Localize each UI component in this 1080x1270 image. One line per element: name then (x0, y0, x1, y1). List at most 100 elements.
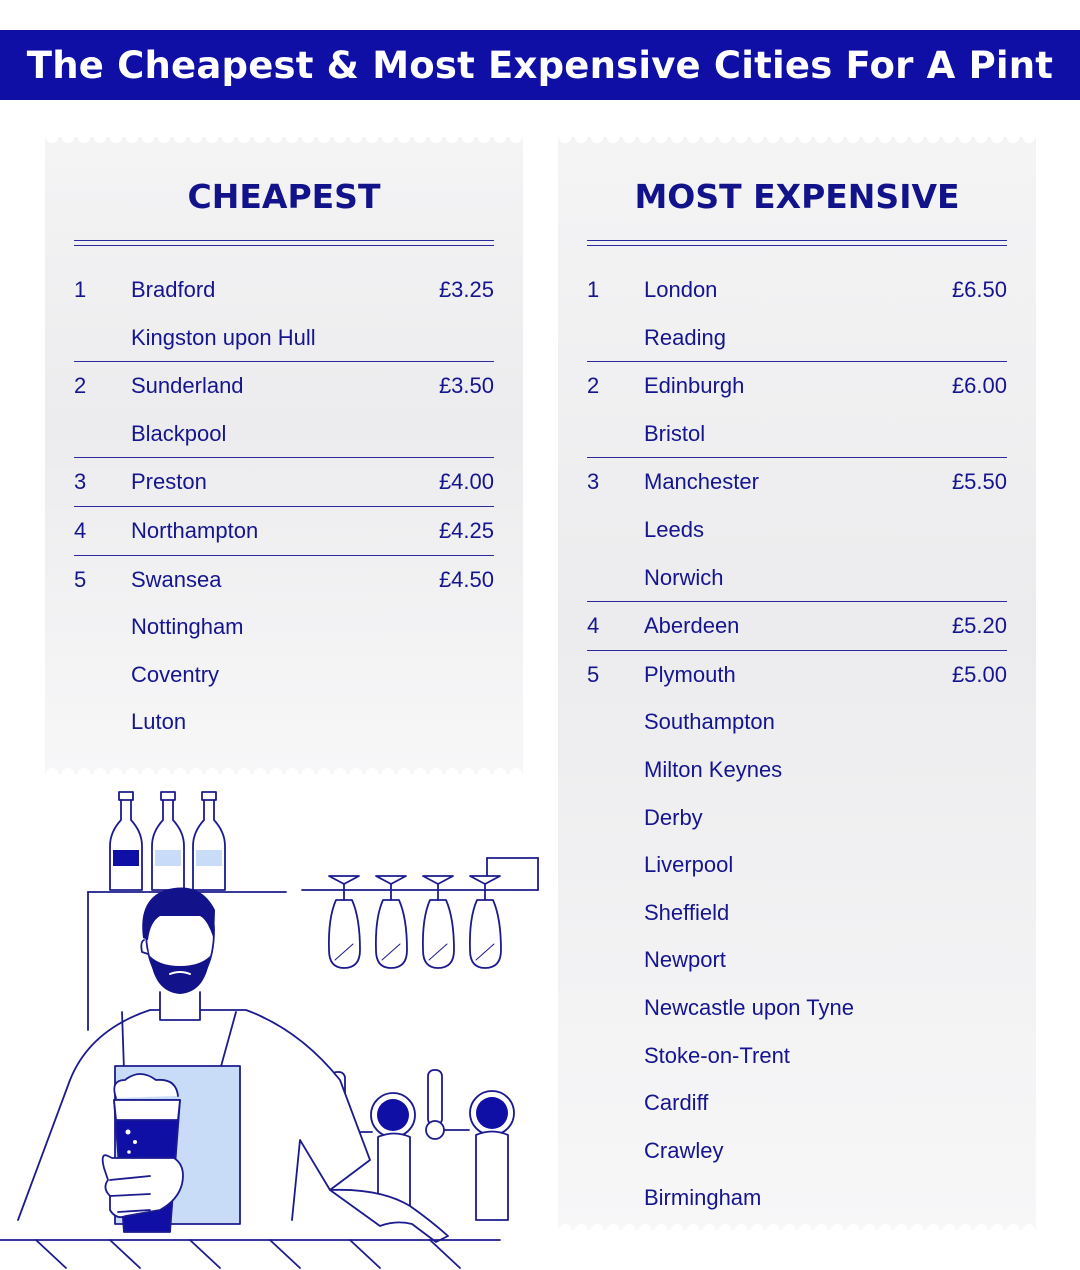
heading-divider (74, 240, 494, 246)
list-item: 1 £3.25 Bradford (74, 266, 494, 314)
city-name: Birmingham (644, 1185, 762, 1211)
rank-group: 1 £3.25 Bradford Kingston upon Hull (74, 266, 494, 363)
city-name: Southampton (644, 709, 775, 735)
pint-price: £6.00 (951, 373, 1007, 399)
city-name: Aberdeen (644, 613, 740, 639)
bottle-icon (109, 791, 143, 891)
list-item: 1 £6.50 London (587, 266, 1007, 314)
city-name: Reading (644, 324, 726, 350)
bottle-icon (192, 791, 226, 891)
pint-price: £5.50 (951, 469, 1007, 495)
pint-price: £4.25 (438, 517, 494, 543)
pint-price: £5.20 (951, 613, 1007, 639)
city-name: Plymouth (644, 661, 736, 687)
list-item: 3 £5.50 Manchester (587, 458, 1007, 506)
most-expensive-list: 1 £6.50 London Reading 2 £6.00 Edinburgh Bristo… (587, 266, 1007, 1222)
pint-price: £6.50 (951, 277, 1007, 302)
pint-price: £3.25 (438, 277, 494, 302)
city-name: Crawley (644, 1137, 724, 1163)
rank-number: 5 (587, 661, 600, 687)
list-item: 2 £6.00 Edinburgh (587, 362, 1007, 410)
wine-glass-icon (374, 875, 408, 969)
list-item: Leeds (587, 506, 1007, 554)
beer-tap-icon (425, 1069, 515, 1221)
glass-rack (301, 857, 539, 891)
city-name: Newport (644, 947, 726, 973)
cheapest-list: 1 £3.25 Bradford Kingston upon Hull 2 £3.50 Su… (74, 266, 494, 746)
list-item: Kingston upon Hull (74, 314, 494, 362)
list-item: Birmingham (587, 1174, 1007, 1222)
city-name: Stoke-on-Trent (644, 1042, 790, 1068)
city-name: Leeds (644, 516, 704, 542)
city-name: Coventry (131, 661, 220, 687)
rank-group: 4 £4.25 Northampton (74, 507, 494, 556)
list-item: 4 £4.25 Northampton (74, 507, 494, 555)
most-expensive-heading: MOST EXPENSIVE (634, 177, 960, 216)
wine-glass-icon (421, 875, 455, 969)
wine-glass-icon (327, 875, 361, 969)
list-item: Blackpool (74, 410, 494, 458)
rank-number: 3 (74, 469, 87, 495)
rank-group: 2 £6.00 Edinburgh Bristol (587, 362, 1007, 459)
list-item: Cardiff (587, 1079, 1007, 1127)
city-name: Swansea (131, 566, 222, 592)
bar-counter (0, 1239, 501, 1269)
rank-number: 5 (74, 566, 87, 592)
city-name: Cardiff (644, 1090, 709, 1116)
bartender-illustration (0, 791, 539, 1269)
rank-group: 3 £5.50 Manchester Leeds Norwich (587, 458, 1007, 603)
city-name: Sheffield (644, 899, 730, 925)
list-item: Crawley (587, 1127, 1007, 1175)
page-title: The Cheapest & Most Expensive Cities For… (26, 43, 1054, 87)
most-expensive-receipt: MOST EXPENSIVE 1 £6.50 London Reading 2 £6.00… (558, 137, 1036, 1230)
pint-price: £3.50 (438, 373, 494, 399)
city-name: Derby (644, 804, 703, 830)
city-name: Luton (131, 709, 187, 735)
rank-number: 4 (74, 517, 87, 543)
list-item: Derby (587, 794, 1007, 842)
city-name: Kingston upon Hull (131, 324, 316, 350)
rank-number: 2 (587, 373, 600, 399)
list-item: 2 £3.50 Sunderland (74, 362, 494, 410)
city-name: Bradford (131, 277, 216, 302)
list-item: Newport (587, 936, 1007, 984)
rank-number: 1 (587, 277, 600, 302)
city-name: Liverpool (644, 852, 734, 878)
city-name: Edinburgh (644, 373, 745, 399)
list-item: Southampton (587, 698, 1007, 746)
cheapest-receipt: CHEAPEST 1 £3.25 Bradford Kingston upon Hul… (45, 137, 523, 774)
wine-glass-icon (468, 875, 502, 969)
list-item: Bristol (587, 410, 1007, 458)
pint-price: £5.00 (951, 661, 1007, 687)
heading-divider (587, 240, 1007, 246)
list-item: Nottingham (74, 603, 494, 651)
city-name: Nottingham (131, 614, 244, 640)
rank-group: 4 £5.20 Aberdeen (587, 602, 1007, 651)
list-item: Sheffield (587, 889, 1007, 937)
city-name: London (644, 277, 718, 302)
bartender-figure (17, 887, 449, 1243)
pint-price: £4.00 (438, 469, 494, 495)
list-item: Milton Keynes (587, 746, 1007, 794)
city-name: Newcastle upon Tyne (644, 994, 854, 1020)
rank-number: 3 (587, 469, 600, 495)
rank-group: 3 £4.00 Preston (74, 458, 494, 507)
list-item: 5 £5.00 Plymouth (587, 651, 1007, 699)
list-item: 3 £4.00 Preston (74, 458, 494, 506)
rank-number: 4 (587, 613, 600, 639)
list-item: Reading (587, 314, 1007, 362)
cheapest-heading: CHEAPEST (187, 177, 381, 216)
rank-number: 2 (74, 373, 87, 399)
city-name: Preston (131, 469, 207, 495)
pint-price: £4.50 (438, 566, 494, 592)
page-title-banner: The Cheapest & Most Expensive Cities For… (0, 30, 1080, 100)
rank-group: 5 £4.50 Swansea Nottingham Coventry Luton (74, 556, 494, 746)
list-item: Stoke-on-Trent (587, 1032, 1007, 1080)
city-name: Sunderland (131, 373, 244, 399)
list-item: Newcastle upon Tyne (587, 984, 1007, 1032)
city-name: Blackpool (131, 420, 227, 446)
list-item: Luton (74, 698, 494, 746)
rank-number: 1 (74, 277, 87, 302)
list-item: Liverpool (587, 841, 1007, 889)
city-name: Milton Keynes (644, 756, 783, 782)
